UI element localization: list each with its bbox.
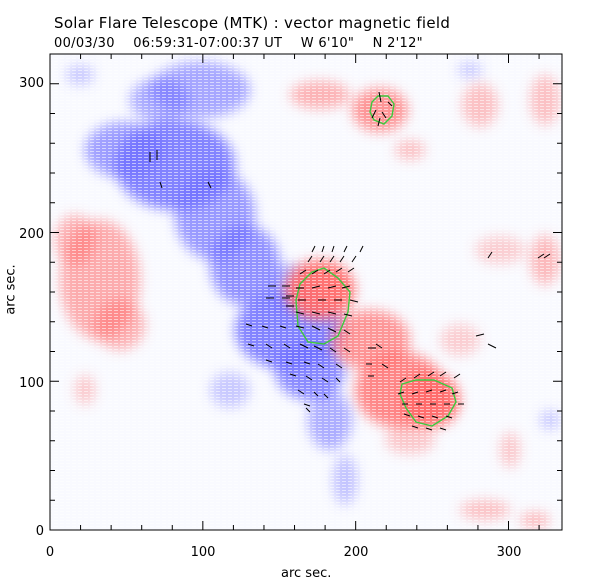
observation-time: 06:59:31-07:00:37 UT [133, 36, 283, 51]
figure-title: Solar Flare Telescope (MTK) : vector mag… [54, 14, 451, 32]
vector-field-ticks [149, 91, 551, 431]
x-tick-label-200: 200 [344, 545, 369, 560]
y-tick-label-300: 300 [19, 76, 44, 91]
observation-date: 00/03/30 [54, 36, 115, 51]
x-axis-title: arc sec. [281, 566, 332, 581]
latitude-label: N 2'12" [372, 36, 423, 51]
contour-lower [399, 379, 457, 427]
magnetogram-image [50, 54, 562, 530]
x-tick-label-100: 100 [191, 545, 216, 560]
observation-info: 00/03/30 06:59:31-07:00:37 UT W 6'10" N … [54, 36, 437, 51]
field-contours [295, 95, 457, 427]
y-axis-title: arc sec. [3, 264, 19, 315]
y-tick-label-200: 200 [19, 227, 44, 242]
x-tick-label-300: 300 [497, 545, 522, 560]
y-tick-label-0: 0 [36, 524, 44, 539]
contour-main [295, 267, 351, 345]
contour-top [369, 95, 395, 125]
longitude-label: W 6'10" [300, 36, 355, 51]
x-tick-label-0: 0 [46, 545, 54, 560]
y-tick-label-100: 100 [19, 376, 44, 391]
axis-ticks [49, 53, 562, 531]
